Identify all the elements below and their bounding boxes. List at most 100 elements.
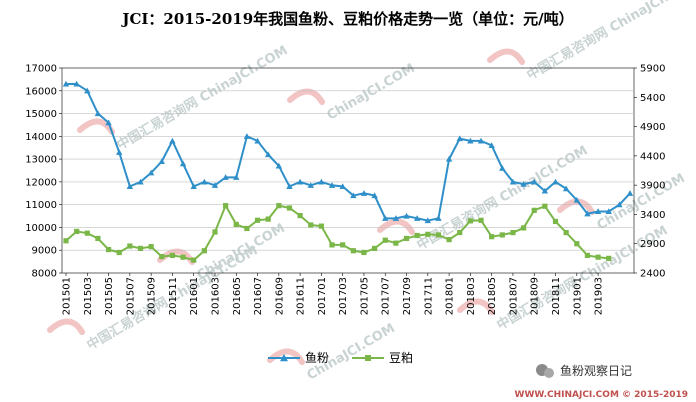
x-tick-label: 201711	[423, 277, 434, 315]
data-point	[340, 242, 346, 248]
data-point	[233, 221, 239, 227]
data-point	[531, 207, 537, 213]
x-tick-label: 201503	[83, 277, 94, 315]
data-point	[499, 232, 505, 238]
data-point	[552, 218, 559, 225]
data-point	[84, 230, 90, 236]
data-point	[190, 183, 197, 190]
data-point	[63, 238, 69, 244]
data-point	[244, 225, 250, 232]
data-point	[74, 228, 80, 235]
watermark-swoosh	[47, 318, 85, 335]
left-tick-label: 12000	[25, 177, 57, 188]
wechat-icon-bubble	[544, 368, 554, 378]
x-tick-label: 201511	[168, 277, 179, 315]
right-axis: 2400 2900 3400 3900 4400 4900 5400 5900	[634, 64, 665, 280]
data-point	[457, 229, 463, 236]
x-tick-label: 201509	[147, 277, 158, 315]
watermark-text: ChinaJCI.COM	[325, 61, 418, 123]
data-point	[116, 249, 122, 256]
data-point	[275, 162, 283, 169]
data-point	[62, 80, 70, 87]
data-point	[318, 223, 324, 229]
x-tick-label: 201707	[381, 277, 392, 315]
data-point	[382, 237, 388, 243]
data-point	[254, 137, 261, 144]
x-tick-label: 201811	[551, 277, 562, 315]
x-tick-label: 201805	[487, 277, 498, 315]
data-point	[169, 252, 176, 259]
left-tick-label: 9000	[32, 246, 57, 257]
data-point	[159, 254, 165, 260]
data-point	[562, 185, 570, 192]
x-tick-label: 201609	[274, 277, 285, 315]
data-point	[137, 245, 144, 251]
data-point	[499, 165, 506, 171]
data-point	[616, 201, 623, 208]
data-point	[318, 178, 325, 185]
x-tick-label: 201607	[253, 277, 264, 315]
data-point	[329, 242, 335, 248]
data-point	[392, 215, 400, 221]
data-point	[414, 232, 420, 239]
x-tick-label: 201507	[125, 277, 136, 315]
watermark-text: 中国汇易咨询网 ChinaJCI.COM	[114, 42, 290, 153]
x-axis: 201501 201503 201505 201507 201509 201511 2016…	[62, 273, 605, 315]
data-point	[137, 178, 144, 185]
watermark-swoosh	[377, 218, 415, 235]
right-tick-label: 3900	[640, 181, 665, 192]
watermark-swoosh	[557, 198, 595, 215]
data-point	[424, 217, 432, 224]
right-tick-label: 2400	[640, 269, 665, 280]
left-tick-label: 8000	[32, 269, 57, 280]
data-point	[393, 240, 399, 246]
data-point	[509, 178, 517, 185]
legend-marker-fishmeal	[280, 354, 288, 362]
data-point	[105, 119, 112, 126]
x-tick-label: 201601	[189, 277, 200, 315]
data-point	[594, 208, 602, 215]
legend-marker-soymeal	[365, 355, 371, 361]
data-point	[595, 254, 601, 260]
data-point	[116, 149, 123, 155]
right-tick-label: 4900	[640, 122, 665, 133]
data-point	[105, 246, 112, 253]
data-point	[467, 218, 473, 224]
x-tick-label: 201903	[594, 277, 605, 315]
left-tick-label: 11000	[25, 200, 57, 211]
data-point	[297, 213, 303, 219]
data-point	[191, 257, 197, 263]
data-point	[446, 237, 452, 243]
data-point	[276, 203, 282, 209]
data-point	[489, 234, 495, 240]
data-point	[84, 87, 91, 94]
data-point	[403, 235, 410, 242]
right-tick-label: 5400	[640, 93, 665, 104]
data-point	[212, 229, 218, 235]
data-point	[350, 248, 356, 254]
data-point	[350, 192, 357, 199]
data-point	[382, 215, 389, 221]
data-point	[201, 178, 208, 185]
data-point	[520, 180, 527, 187]
data-point	[339, 183, 346, 190]
plot-area-border	[61, 67, 635, 274]
data-point	[254, 217, 261, 223]
watermark-layer: 中国汇易咨询网 ChinaJCI.COM ChinaJCI.COM中国汇易咨询网 …	[47, 0, 696, 383]
data-point	[456, 135, 463, 142]
x-tick-label: 201605	[232, 277, 243, 315]
data-point	[372, 245, 378, 251]
wechat-label: 鱼粉观察日记	[560, 364, 632, 378]
chart-title: JCI：2015-2019年我国鱼粉、豆粕价格走势一览（单位：元/吨）	[120, 10, 573, 28]
x-tick-label: 201703	[338, 277, 349, 315]
data-point	[180, 254, 186, 260]
data-point	[413, 215, 421, 221]
x-tick-label: 201809	[530, 277, 541, 315]
data-point	[563, 229, 569, 236]
right-tick-label: 5900	[640, 64, 665, 75]
data-point	[520, 225, 527, 231]
x-tick-label: 201807	[508, 277, 519, 315]
x-tick-label: 201705	[359, 277, 370, 315]
data-point	[541, 187, 549, 194]
